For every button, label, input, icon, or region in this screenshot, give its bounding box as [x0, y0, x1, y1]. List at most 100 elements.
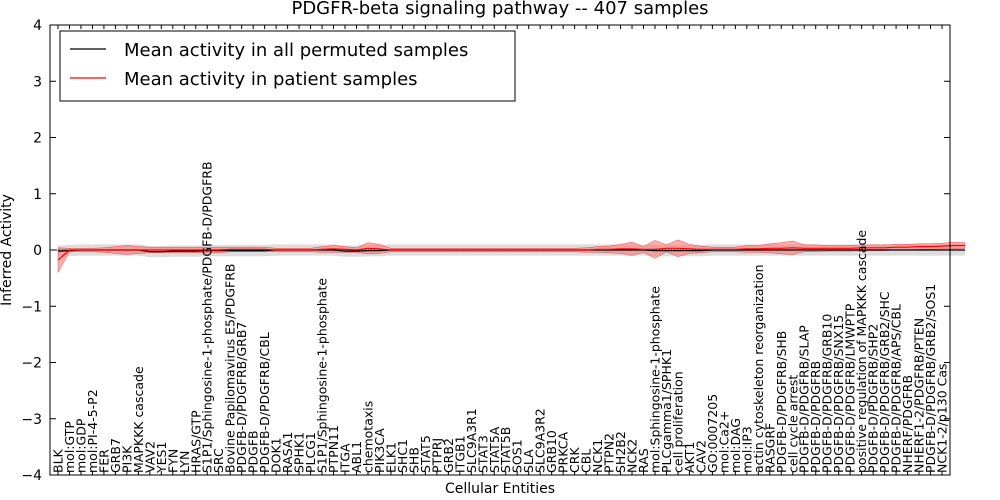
x-tick-label: PI3K: [119, 445, 134, 473]
y-tick-label: −3: [21, 412, 42, 428]
x-tick-label: FYN: [165, 449, 180, 473]
x-axis-label: Cellular Entities: [445, 481, 555, 497]
x-tick-label: positive regulation of MAPKKK cascade: [854, 230, 869, 473]
x-tick-label: GO:0007205: [705, 394, 720, 473]
x-tick-label: STAT3: [475, 435, 490, 473]
x-tick-label: PDGFB-D/PDGFRB/LMWPTP: [843, 303, 858, 473]
x-tick-label: LYN: [177, 451, 192, 473]
x-tick-label: SLC9A3R2: [533, 408, 548, 473]
x-tick-label: YES1: [154, 442, 169, 474]
x-tick-label: CAV2: [693, 440, 708, 473]
x-tick-label: cell cycle arrest: [785, 375, 800, 473]
legend-label-patient: Mean activity in patient samples: [124, 69, 418, 90]
x-tick-label: PDGFB-D/PDGFRB: [808, 361, 823, 473]
y-tick-label: −4: [21, 468, 42, 484]
x-tick-label: AKT1: [682, 442, 697, 473]
x-tick-label: mol:Sphingosine-1-phosphate: [648, 286, 663, 473]
x-tick-label: SHC1: [395, 439, 410, 473]
x-tick-label: mol:DAG: [728, 418, 743, 473]
x-tick-label: NHERF1-2/PDGFRB/PTEN: [912, 318, 927, 473]
x-tick-label: SLC9A3R1: [464, 408, 479, 473]
x-tick-label: GRB10: [544, 430, 559, 473]
x-axis-ticks: BLKmol:GTPmol:GDPmol:PI-4-5-P2FERGRB7PI3…: [51, 25, 950, 475]
y-tick-label: 4: [33, 18, 42, 34]
legend-label-permuted: Mean activity in all permuted samples: [124, 40, 468, 61]
x-tick-label: S1P1/Sphingosine-1-phosphate: [315, 278, 330, 473]
x-tick-label: PDGFB-D/PDGFRB/SLAP: [797, 325, 812, 473]
x-tick-label: SOS1: [510, 439, 525, 473]
x-tick-label: Bovine Papilomavirus E5/PDGFRB: [223, 264, 238, 473]
x-tick-label: CBL: [579, 449, 594, 473]
x-tick-label: mol:Ca2+: [716, 411, 731, 473]
x-tick-label: NHERF/PDGFRB: [900, 375, 915, 473]
x-tick-label: PDGFB-D/PDGFRB/GRB2/SHC: [877, 291, 892, 473]
legend-box: [59, 30, 516, 102]
x-tick-label: GRB7: [108, 438, 123, 473]
x-tick-label: ELK1: [383, 442, 398, 473]
x-tick-label: NCK2: [625, 439, 640, 473]
y-tick-label: 2: [33, 131, 42, 147]
x-tick-label: mol:PI-4-5-P2: [85, 389, 100, 473]
x-tick-label: SLA: [521, 449, 536, 473]
x-tick-label: PDGFB-D/PDGFRB/SNX15: [831, 315, 846, 473]
x-tick-label: STAT5B: [498, 427, 513, 473]
y-tick-label: 0: [33, 243, 42, 259]
x-tick-label: RASGRF: [762, 423, 777, 473]
x-tick-label: DOK1: [269, 437, 284, 473]
x-tick-label: PDGFB-D/PDGFRB/APS/CBL: [889, 304, 904, 473]
x-tick-label: PTPN11: [326, 425, 341, 473]
x-tick-label: HRAS/GTP: [188, 410, 203, 473]
legend: Mean activity in all permuted samples Me…: [59, 30, 516, 102]
x-tick-label: PDGFB-D/PDGFRB/SHP2: [866, 324, 881, 473]
x-tick-label: PDGFB-D/PDGFRB/GRB2/SOS1: [923, 284, 938, 473]
x-tick-label: PIK3CA: [372, 428, 387, 473]
x-tick-label: PDGFB-D/PDGFRB/CBL: [257, 332, 272, 473]
y-tick-label: 3: [33, 74, 42, 90]
x-tick-label: MAPKKK cascade: [131, 366, 146, 473]
x-tick-label: PDGFB-D/PDGFRB/SHB: [774, 331, 789, 473]
x-tick-label: BLK: [51, 448, 66, 473]
y-axis-ticks: −4 −3 −2 −1 0 1 2 3 4: [21, 18, 950, 484]
confidence-bands: [57, 239, 966, 273]
x-tick-label: ABL1: [349, 441, 364, 473]
x-tick-label: CRK: [567, 447, 582, 473]
x-tick-label: PTPN2: [602, 433, 617, 473]
band-patient: [57, 239, 966, 273]
x-tick-label: mol:IP3: [739, 426, 754, 473]
chart-title: PDGFR-beta signaling pathway -- 407 samp…: [291, 0, 708, 19]
x-tick-label: ITGB1: [452, 435, 467, 473]
x-tick-label: SH2B2: [613, 431, 628, 473]
x-tick-label: SRC: [211, 448, 226, 473]
x-tick-label: S1P1/Sphingosine-1-phosphate/PDGFB-D/PDG…: [200, 161, 215, 473]
x-tick-label: PLCgamma1/SPHK1: [659, 349, 674, 473]
x-tick-label: mol:GDP: [74, 418, 89, 473]
x-tick-label: FER: [96, 449, 111, 473]
x-tick-label: PDGFB-D/PDGFRB/GRB7: [234, 322, 249, 473]
y-tick-label: 1: [33, 187, 42, 203]
x-tick-label: NCK1-2/p130 Cas: [935, 363, 950, 473]
x-tick-label: actin cytoskeleton reorganization: [751, 264, 766, 473]
x-tick-label: GRB2: [441, 438, 456, 473]
plot-frame: [49, 24, 951, 476]
x-tick-label: STAT5A: [487, 426, 502, 473]
x-tick-label: SHB: [406, 447, 421, 473]
y-tick-label: −2: [21, 356, 42, 372]
series-lines: [57, 244, 965, 261]
x-tick-label: PRKCA: [556, 432, 571, 473]
x-tick-label: chemotaxis: [361, 401, 376, 473]
y-axis-label: Inferred Activity: [0, 194, 15, 306]
x-tick-label: mol:GTP: [62, 421, 77, 473]
x-tick-label: NCK1: [590, 439, 605, 473]
x-tick-label: ITGA: [338, 443, 353, 473]
x-tick-label: RASA1: [280, 432, 295, 473]
x-tick-label: VAV2: [142, 441, 157, 473]
x-tick-label: cell proliferation: [670, 371, 685, 473]
x-tick-label: PDGFB-D/PDGFRB/GRB10: [820, 314, 835, 473]
x-tick-label: RAS: [636, 448, 651, 473]
y-tick-label: −1: [21, 299, 42, 315]
x-tick-label: STAT5: [418, 435, 433, 473]
x-tick-label: PLCG1: [303, 432, 318, 473]
x-tick-label: PTPRJ: [429, 438, 444, 473]
x-tick-label: PDGFB: [246, 430, 261, 473]
